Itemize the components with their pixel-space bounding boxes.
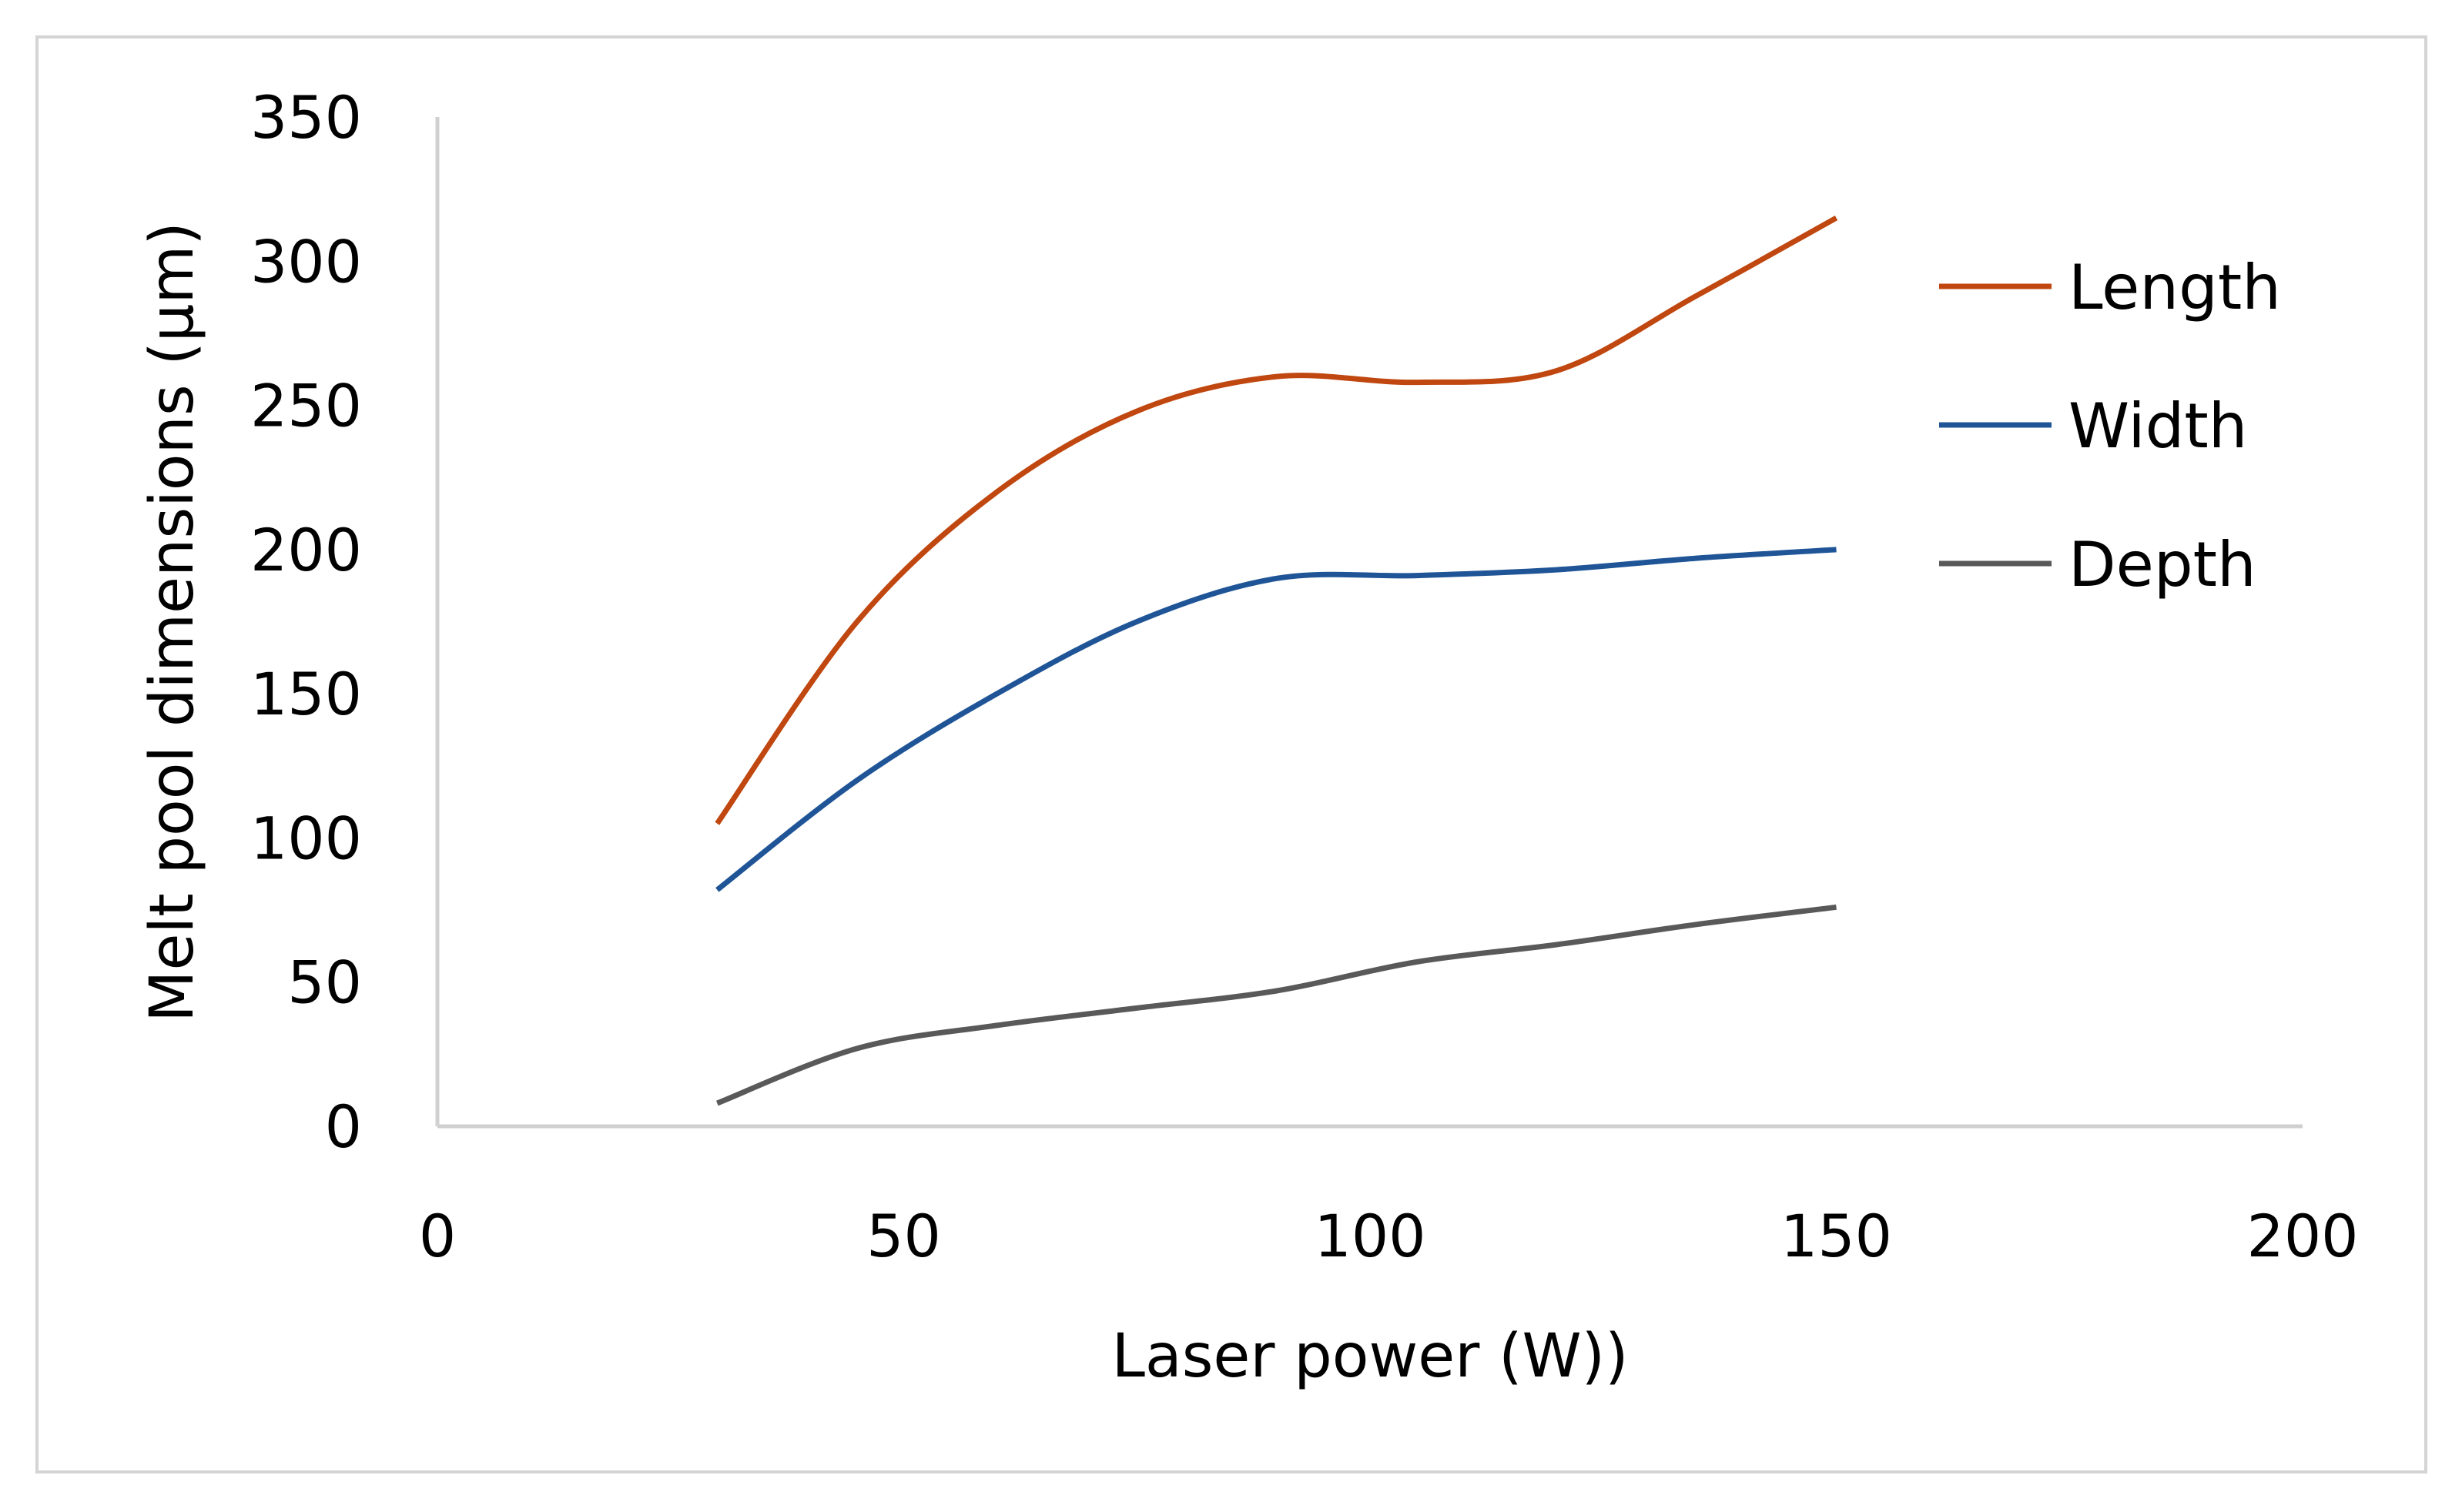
y-tick-label: 250 (250, 372, 362, 440)
y-tick-label: 150 (250, 660, 362, 728)
y-tick-label: 50 (287, 948, 362, 1017)
x-axis-title: Laser power (W)) (1111, 1322, 1628, 1391)
series-line-depth (716, 904, 1837, 1106)
x-tick-label: 0 (419, 1202, 456, 1270)
x-tick-label: 150 (1780, 1202, 1892, 1270)
y-axis-title: Melt pool dimensions (µm) (138, 222, 207, 1022)
y-tick-label: 350 (250, 83, 362, 152)
y-tick-label: 100 (250, 804, 362, 872)
y-tick-label: 200 (250, 516, 362, 584)
axes (435, 117, 2303, 1129)
legend-label-length: Length (2068, 252, 2281, 323)
x-tick-labels: 0 50 100 150 200 (419, 1202, 2359, 1270)
y-tick-labels: 0 50 100 150 200 250 300 350 (250, 83, 362, 1161)
y-tick-label: 0 (325, 1092, 362, 1161)
x-tick-label: 100 (1314, 1202, 1425, 1270)
x-tick-label: 200 (2246, 1202, 2358, 1270)
series-line-length (715, 216, 1838, 825)
legend-label-depth: Depth (2068, 529, 2256, 600)
y-tick-label: 300 (250, 227, 362, 296)
series-lines (715, 216, 1838, 1106)
chart-frame (35, 35, 2427, 1474)
x-tick-label: 50 (866, 1202, 941, 1270)
legend: Length Width Depth (1939, 252, 2281, 600)
series-line-width (715, 547, 1837, 892)
legend-label-width: Width (2068, 390, 2247, 462)
